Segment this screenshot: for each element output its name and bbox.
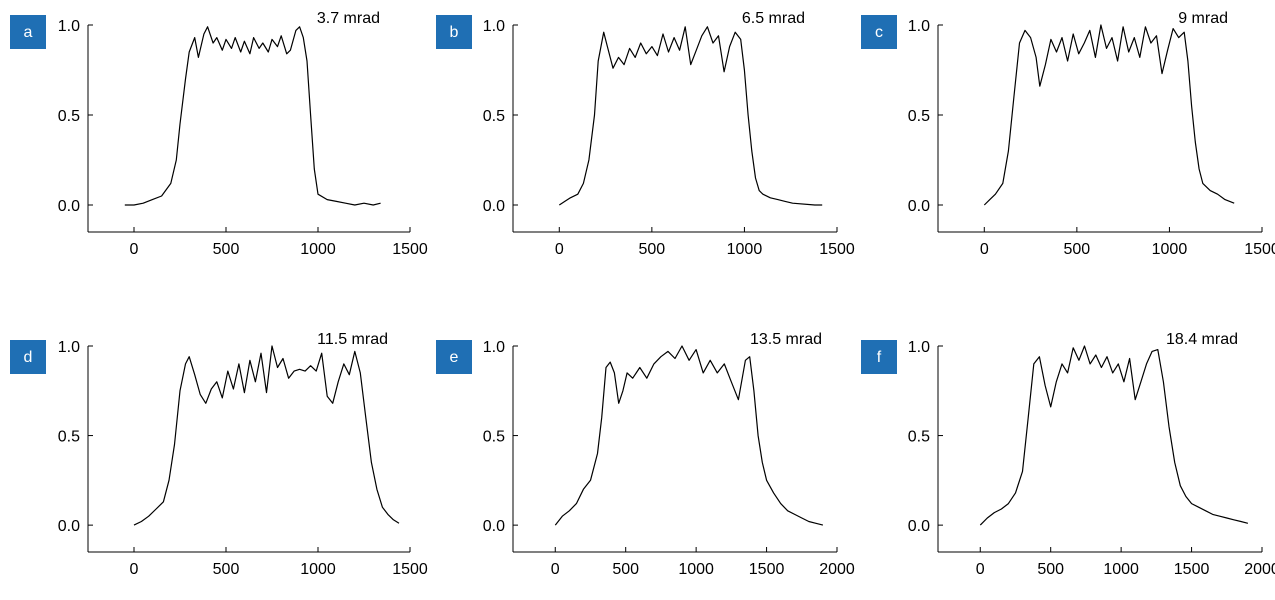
panel-badge [10, 15, 46, 49]
panel-badge [436, 15, 472, 49]
angle-annotation: 18.4 mrad [1166, 331, 1238, 348]
y-tick-label: 1.0 [483, 339, 505, 356]
y-tick-label: 1.0 [908, 339, 930, 356]
y-tick-label: 0.0 [58, 518, 80, 535]
panel-a: a 0.0 0.5 1.0 0 500 1000 1500 3.7 mrad [10, 10, 428, 258]
x-tick-label: 2000 [1244, 561, 1275, 578]
angle-annotation: 6.5 mrad [742, 10, 805, 27]
x-tick-label: 0 [130, 561, 139, 578]
x-tick-label: 1500 [819, 241, 855, 258]
y-tick-label: 1.0 [58, 339, 80, 356]
y-tick-label: 0.5 [58, 108, 80, 125]
panel-letter: e [450, 349, 459, 366]
x-tick-label: 500 [612, 561, 639, 578]
y-tick-label: 0.5 [58, 429, 80, 446]
y-tick-label: 0.5 [483, 429, 505, 446]
y-tick-label: 0.5 [908, 108, 930, 125]
angle-annotation: 3.7 mrad [317, 10, 380, 27]
x-tick-label: 1000 [727, 241, 763, 258]
x-tick-label: 2000 [819, 561, 855, 578]
x-tick-label: 1000 [300, 561, 336, 578]
y-tick-label: 0.5 [483, 108, 505, 125]
panel-f: f 0.0 0.5 1.0 0 500 1000 1500 2000 18.4 mrad [861, 331, 1275, 578]
angle-annotation: 9 mrad [1178, 10, 1228, 27]
x-tick-label: 500 [213, 561, 240, 578]
x-tick-label: 1500 [392, 561, 428, 578]
x-tick-label: 500 [1064, 241, 1091, 258]
y-tick-label: 0.0 [58, 198, 80, 215]
panel-letter: f [877, 349, 882, 366]
x-tick-label: 1000 [1103, 561, 1139, 578]
panel-badge [861, 15, 897, 49]
y-tick-label: 0.0 [483, 518, 505, 535]
panel-c: c 0.0 0.5 1.0 0 500 1000 1500 9 mrad [861, 10, 1275, 258]
x-tick-label: 500 [213, 241, 240, 258]
y-tick-label: 0.5 [908, 429, 930, 446]
panel-b: b 0.0 0.5 1.0 0 500 1000 1500 6.5 mrad [436, 10, 855, 258]
x-tick-label: 1000 [1152, 241, 1188, 258]
y-tick-label: 1.0 [58, 18, 80, 35]
panel-letter: b [450, 24, 459, 41]
x-tick-label: 0 [555, 241, 564, 258]
x-tick-label: 0 [551, 561, 560, 578]
panel-badge [436, 340, 472, 374]
panel-badge [10, 340, 46, 374]
series-line [124, 26, 381, 206]
y-tick-label: 1.0 [483, 18, 505, 35]
x-tick-label: 1500 [749, 561, 785, 578]
x-tick-label: 1000 [300, 241, 336, 258]
x-tick-label: 0 [130, 241, 139, 258]
x-tick-label: 500 [639, 241, 666, 258]
panel-e: e 0.0 0.5 1.0 0 500 1000 1500 2000 13.5 mrad [436, 331, 855, 578]
x-tick-label: 500 [1037, 561, 1064, 578]
series-line [558, 26, 823, 206]
panel-letter: d [24, 349, 33, 366]
x-tick-label: 1500 [392, 241, 428, 258]
series-line [554, 345, 824, 526]
y-tick-label: 0.0 [483, 198, 505, 215]
panel-letter: a [24, 24, 33, 41]
x-tick-label: 0 [976, 561, 985, 578]
y-tick-label: 1.0 [908, 18, 930, 35]
angle-annotation: 11.5 mrad [317, 331, 388, 348]
y-tick-label: 0.0 [908, 518, 930, 535]
x-tick-label: 1500 [1174, 561, 1210, 578]
series-line [983, 24, 1235, 206]
panel-d: d 0.0 0.5 1.0 0 500 1000 1500 11.5 mrad [10, 331, 428, 578]
angle-annotation: 13.5 mrad [750, 331, 822, 348]
x-tick-label: 0 [980, 241, 989, 258]
series-line [133, 345, 400, 526]
series-line [979, 345, 1249, 526]
y-tick-label: 0.0 [908, 198, 930, 215]
x-tick-label: 1000 [678, 561, 714, 578]
panel-badge [861, 340, 897, 374]
panel-letter: c [875, 24, 883, 41]
x-tick-label: 1500 [1244, 241, 1275, 258]
